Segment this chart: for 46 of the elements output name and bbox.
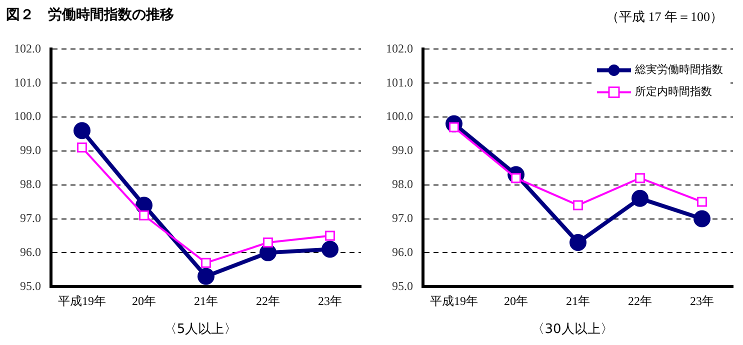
y-tick-label: 98.0 [20, 177, 41, 192]
x-tick-label: 20年 [504, 294, 528, 308]
point [263, 238, 273, 248]
point [74, 122, 90, 140]
legend-label: 所定内時間指数 [635, 85, 712, 98]
point [632, 190, 648, 207]
x-tick-label: 22年 [256, 294, 280, 308]
y-tick-label: 100.0 [386, 109, 413, 124]
y-tick-label: 96.0 [20, 244, 41, 259]
y-tick-label: 96.0 [392, 244, 413, 259]
x-tick-label: 20年 [132, 294, 156, 308]
y-tick-label: 95.0 [20, 278, 41, 293]
point [322, 240, 338, 258]
y-tick-label: 98.0 [392, 177, 413, 192]
point [573, 200, 583, 210]
x-axis-title: 〈5人以上〉 [162, 321, 238, 338]
x-tick-label: 21年 [566, 294, 590, 308]
y-tick-label: 102.0 [14, 41, 41, 56]
y-tick-label: 97.0 [392, 210, 413, 225]
x-tick-label: 22年 [628, 294, 652, 308]
x-tick-label: 21年 [194, 294, 218, 308]
y-tick-label: 101.0 [14, 75, 41, 90]
point [198, 268, 214, 285]
y-tick-label: 101.0 [386, 75, 413, 90]
point [77, 142, 87, 153]
x-axis-title: 〈30人以上〉 [530, 321, 614, 338]
point [325, 230, 335, 241]
y-tick-label: 97.0 [20, 210, 41, 225]
point [570, 234, 586, 252]
legend-label: 総実労働時間指数 [634, 63, 723, 76]
y-tick-label: 99.0 [20, 143, 41, 158]
x-tick-label: 23年 [318, 294, 342, 308]
point [635, 173, 645, 184]
y-tick-label: 100.0 [14, 109, 41, 124]
chart-subtitle: （平成 17 年＝100） [606, 8, 723, 26]
y-tick-label: 102.0 [386, 41, 413, 56]
y-tick-label: 99.0 [392, 143, 413, 158]
point [139, 210, 149, 220]
x-tick-label: 平成19年 [430, 294, 478, 308]
x-tick-label: 23年 [690, 294, 714, 308]
point [697, 196, 707, 207]
point [694, 210, 710, 228]
chart-title: 図２ 労働時間指数の推移 [6, 6, 174, 24]
point [201, 258, 211, 268]
y-tick-label: 95.0 [392, 278, 413, 293]
x-tick-label: 平成19年 [58, 294, 106, 308]
